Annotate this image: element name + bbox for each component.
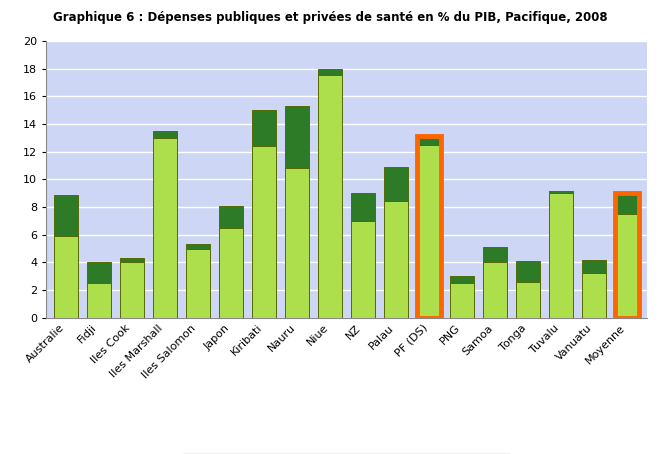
Bar: [582, 273, 606, 318]
Bar: [186, 249, 209, 318]
Bar: [87, 283, 110, 318]
Bar: [582, 260, 606, 273]
Bar: [318, 75, 341, 318]
Bar: [87, 262, 110, 283]
Bar: [54, 195, 78, 236]
Bar: [450, 276, 473, 283]
Bar: [417, 145, 440, 318]
Bar: [153, 138, 176, 318]
Bar: [516, 261, 539, 282]
Bar: [351, 193, 374, 221]
Bar: [417, 136, 440, 318]
Bar: [450, 283, 473, 318]
Bar: [318, 69, 341, 75]
Bar: [615, 193, 638, 318]
Bar: [351, 221, 374, 318]
Bar: [384, 167, 407, 202]
Bar: [54, 236, 78, 318]
Bar: [285, 168, 308, 318]
Bar: [549, 193, 572, 318]
Bar: [153, 131, 176, 138]
Bar: [615, 193, 638, 214]
Text: Graphique 6 : Dépenses publiques et privées de santé en % du PIB, Pacifique, 200: Graphique 6 : Dépenses publiques et priv…: [53, 11, 607, 25]
Bar: [285, 106, 308, 168]
Bar: [516, 282, 539, 318]
Bar: [186, 244, 209, 249]
Bar: [384, 202, 407, 318]
Bar: [219, 206, 243, 228]
Bar: [252, 110, 275, 146]
Bar: [252, 146, 275, 318]
Bar: [615, 214, 638, 318]
Bar: [120, 257, 143, 262]
Bar: [219, 228, 243, 318]
Bar: [417, 136, 440, 145]
Bar: [483, 247, 506, 262]
Bar: [483, 262, 506, 318]
Bar: [549, 191, 572, 193]
Bar: [120, 262, 143, 318]
